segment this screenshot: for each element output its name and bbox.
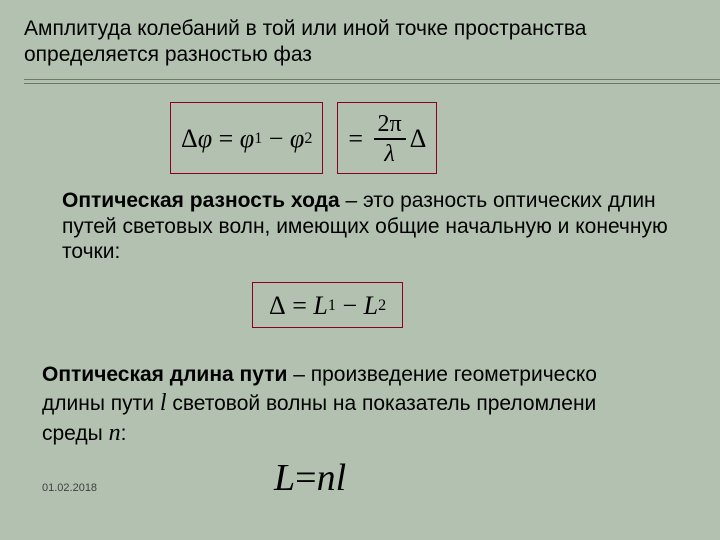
- para3-line2-a: длины пути: [42, 392, 160, 415]
- formula-box-phase-left: Δφ = φ1 − φ2: [170, 102, 323, 174]
- para3-line3-b: :: [121, 422, 127, 445]
- formula-phase-right: = 2π λ Δ: [348, 112, 426, 166]
- slide-date: 01.02.2018: [42, 482, 97, 494]
- formula-delta: Δ = L1 − L2: [269, 291, 386, 321]
- para3-line2-b: световой волны на показатель преломлени: [167, 392, 597, 415]
- formula-L-equals-nl: L = nl: [274, 456, 346, 500]
- optical-length-formula-row: L = nl: [274, 456, 346, 500]
- slide-root: Амплитуда колебаний в той или иной точке…: [0, 0, 720, 540]
- formula-box-phase-right: = 2π λ Δ: [337, 102, 437, 174]
- term-optical-path-difference: Оптическая разность хода: [62, 189, 340, 212]
- term-optical-path-length: Оптическая длина пути: [42, 363, 287, 386]
- formula-phase-left: Δφ = φ1 − φ2: [181, 124, 312, 154]
- path-difference-formula-row: Δ = L1 − L2: [252, 282, 403, 328]
- formula-box-delta: Δ = L1 − L2: [252, 282, 403, 328]
- para3-line1-rest: – произведение геометрическо: [287, 363, 597, 386]
- para3-line3-a: среды: [42, 422, 109, 445]
- optical-path-difference-paragraph: Оптическая разность хода – это разность …: [62, 188, 682, 265]
- symbol-l: l: [160, 390, 167, 416]
- symbol-n: n: [109, 420, 121, 446]
- phase-difference-formula-row: Δφ = φ1 − φ2 = 2π λ Δ: [170, 102, 437, 174]
- intro-paragraph: Амплитуда колебаний в той или иной точке…: [24, 16, 714, 69]
- double-rule: [24, 79, 720, 85]
- optical-path-length-paragraph: Оптическая длина пути – произведение гео…: [42, 362, 720, 448]
